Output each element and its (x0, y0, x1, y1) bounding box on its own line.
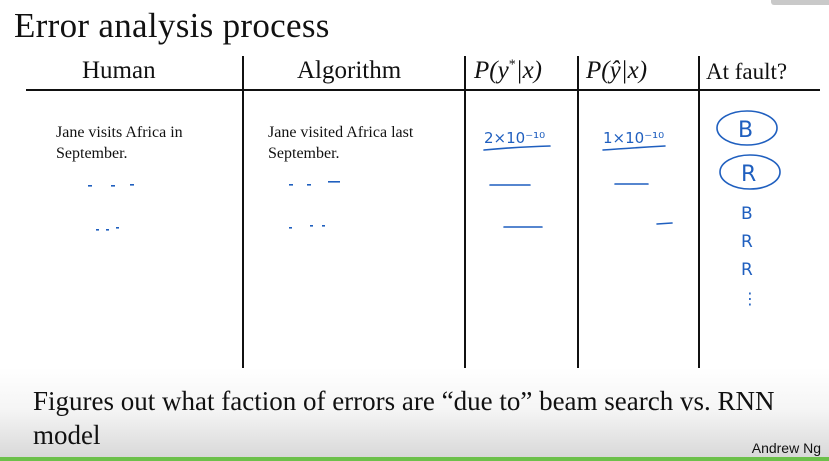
row2-human-mark (130, 184, 134, 186)
row1-human-sentence: Jane visits Africa in September. (56, 124, 183, 162)
fault-3-letter: B (741, 204, 753, 224)
p-star-value: 2×10⁻¹⁰ (484, 129, 545, 147)
p-hat-underline (602, 145, 666, 151)
ink-text: 2×10⁻¹⁰ 1×10⁻¹⁰ B R B R R ⋮ (484, 118, 758, 308)
p-star-superscript: * (508, 57, 516, 73)
progress-bar (0, 457, 829, 461)
row3-p-hat-dash (656, 222, 673, 225)
column-divider-1 (242, 56, 244, 370)
p-hat-suffix: |x) (620, 57, 648, 84)
table-header-rule (26, 89, 820, 91)
footer-band (0, 368, 829, 461)
fault-1-letter: B (738, 118, 753, 143)
ink-strokes (483, 110, 781, 228)
row2-human-mark (111, 185, 115, 187)
window-corner-control[interactable] (771, 0, 829, 5)
row2-human-mark (88, 185, 92, 187)
fault-1-circle (716, 110, 778, 146)
header-algorithm: Algorithm (297, 57, 402, 84)
header-human: Human (82, 57, 156, 84)
fault-2-circle (719, 154, 781, 190)
header-p-y-hat: P(ŷ|x) (586, 57, 647, 85)
row2-algorithm-mark (328, 181, 340, 183)
slide-title: Error analysis process (14, 6, 330, 45)
p-hat-variable: ŷ (609, 57, 621, 84)
row3-algorithm-mark (289, 227, 292, 229)
fault-2-letter: R (741, 162, 756, 187)
row3-human-mark (96, 229, 99, 231)
row1-algorithm-sentence: Jane visited Africa last September. (268, 124, 414, 162)
p-hat-value: 1×10⁻¹⁰ (603, 129, 664, 147)
fault-5-letter: R (741, 260, 753, 280)
column-divider-2 (464, 56, 466, 370)
footer-summary: Figures out what faction of errors are “… (33, 386, 775, 450)
header-p-y-star: P(y*|x) (474, 57, 542, 85)
p-star-suffix: |x) (515, 57, 542, 84)
column-divider-3 (577, 56, 579, 370)
p-hat-prefix: P( (586, 57, 610, 84)
row3-human-mark (106, 229, 109, 231)
row2-algorithm-mark (289, 184, 293, 186)
header-at-fault: At fault? (706, 59, 788, 84)
row3-algorithm-mark (310, 225, 313, 227)
row2-algorithm-mark (307, 184, 311, 186)
fault-more-ellipsis: ⋮ (742, 289, 758, 308)
p-star-underline (483, 145, 551, 151)
fault-4-letter: R (741, 232, 753, 252)
row3-human-mark (116, 227, 119, 229)
row3-algorithm-mark (322, 225, 325, 227)
p-star-prefix: P(y (474, 57, 509, 84)
author-label: Andrew Ng (751, 440, 821, 456)
column-divider-4 (698, 56, 700, 370)
placeholder-marks (88, 181, 340, 231)
